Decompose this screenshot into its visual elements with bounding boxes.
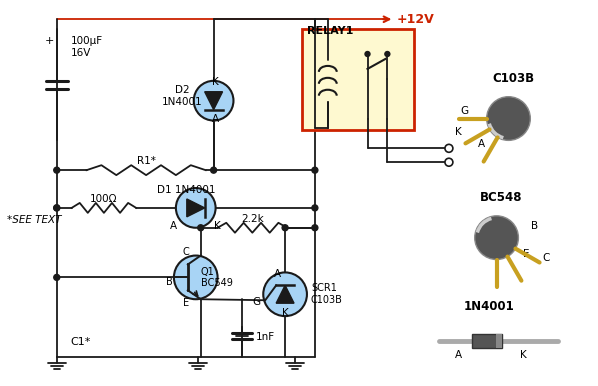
Polygon shape — [205, 92, 222, 110]
Text: K: K — [282, 308, 288, 318]
Circle shape — [174, 256, 218, 299]
Text: B: B — [166, 278, 173, 287]
Text: E: E — [523, 249, 530, 259]
Text: D2
1N4001: D2 1N4001 — [161, 85, 202, 107]
Circle shape — [263, 273, 307, 316]
Circle shape — [54, 274, 60, 280]
Text: G: G — [460, 106, 469, 115]
Text: B: B — [531, 221, 538, 231]
Text: C: C — [542, 252, 550, 262]
Text: K: K — [214, 221, 221, 231]
Text: A: A — [212, 113, 219, 124]
Circle shape — [210, 167, 216, 173]
Circle shape — [198, 225, 204, 231]
Text: K: K — [456, 127, 462, 137]
Text: RELAY1: RELAY1 — [307, 26, 353, 36]
Circle shape — [312, 205, 318, 211]
Circle shape — [487, 97, 530, 141]
Text: 100μF
16V: 100μF 16V — [71, 36, 103, 58]
Text: C1*: C1* — [71, 337, 91, 347]
Text: K: K — [520, 350, 527, 360]
Circle shape — [194, 81, 233, 120]
Polygon shape — [187, 199, 205, 217]
Text: +12V: +12V — [396, 13, 434, 26]
Text: 100Ω: 100Ω — [90, 194, 118, 204]
Circle shape — [54, 167, 60, 173]
Circle shape — [282, 225, 288, 231]
Circle shape — [445, 158, 453, 166]
Text: SCR1
C103B: SCR1 C103B — [311, 283, 343, 305]
Text: D1 1N4001: D1 1N4001 — [157, 185, 215, 195]
Text: A: A — [455, 350, 462, 360]
Text: BC548: BC548 — [480, 191, 523, 204]
Text: E: E — [183, 298, 189, 308]
Circle shape — [54, 205, 60, 211]
Polygon shape — [276, 285, 294, 303]
Circle shape — [312, 225, 318, 231]
Circle shape — [445, 144, 453, 152]
Text: C: C — [182, 247, 189, 257]
Text: A: A — [478, 139, 485, 149]
Text: 2.2k: 2.2k — [241, 214, 264, 224]
Text: K: K — [212, 77, 219, 87]
Circle shape — [385, 51, 390, 56]
FancyBboxPatch shape — [496, 334, 502, 348]
Circle shape — [312, 167, 318, 173]
Circle shape — [54, 205, 60, 211]
Text: R1*: R1* — [137, 156, 155, 166]
Text: Q1
BC549: Q1 BC549 — [201, 267, 233, 288]
FancyBboxPatch shape — [302, 29, 414, 130]
Text: G: G — [252, 297, 260, 307]
Text: C103B: C103B — [492, 72, 535, 85]
Text: A: A — [170, 221, 178, 231]
Text: 1N4001: 1N4001 — [463, 300, 514, 313]
Text: 1nF: 1nF — [257, 332, 276, 342]
Text: +: + — [44, 36, 54, 46]
Circle shape — [475, 216, 518, 259]
Circle shape — [176, 188, 216, 228]
Text: *SEE TEXT: *SEE TEXT — [7, 215, 62, 225]
FancyBboxPatch shape — [472, 334, 502, 348]
Circle shape — [365, 51, 370, 56]
Text: A: A — [274, 269, 281, 279]
